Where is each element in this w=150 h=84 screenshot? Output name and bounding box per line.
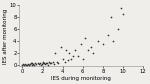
Point — [37, 63, 40, 65]
Point — [35, 63, 38, 65]
Point — [28, 64, 31, 65]
Point — [66, 59, 69, 61]
Point — [59, 46, 62, 48]
Point — [102, 43, 104, 45]
Point — [23, 64, 26, 65]
Point — [112, 40, 114, 42]
Point — [31, 64, 34, 65]
Point — [68, 52, 70, 53]
Point — [84, 37, 86, 39]
Point — [97, 40, 99, 42]
Point — [29, 63, 32, 65]
Point — [44, 62, 47, 64]
Point — [48, 63, 51, 64]
Point — [63, 61, 66, 62]
Point — [30, 63, 33, 64]
Point — [107, 34, 109, 36]
Point — [92, 52, 94, 53]
Point — [64, 49, 67, 50]
Point — [25, 64, 28, 65]
Point — [72, 55, 74, 56]
Point — [74, 49, 76, 50]
Point — [87, 49, 89, 50]
Point — [38, 63, 41, 64]
Point — [122, 14, 124, 15]
Point — [26, 64, 29, 65]
Point — [56, 62, 59, 64]
Point — [82, 58, 84, 59]
Point — [41, 61, 44, 62]
Point — [40, 63, 43, 65]
Point — [21, 64, 24, 65]
Point — [32, 63, 35, 65]
Point — [27, 63, 30, 65]
Point — [42, 63, 45, 64]
Point — [51, 61, 54, 62]
Point — [61, 58, 64, 59]
X-axis label: IES during monitoring: IES during monitoring — [51, 76, 111, 81]
Point — [110, 17, 112, 18]
Point — [33, 64, 36, 65]
Point — [24, 63, 27, 65]
Point — [120, 8, 122, 9]
Y-axis label: IES after monitoring: IES after monitoring — [3, 8, 8, 64]
Point — [43, 63, 46, 65]
Point — [34, 63, 37, 64]
Point — [55, 61, 58, 62]
Point — [90, 46, 92, 48]
Point — [36, 62, 39, 64]
Point — [53, 52, 56, 53]
Point — [39, 64, 42, 65]
Point — [80, 43, 82, 45]
Point — [45, 63, 48, 64]
Point — [117, 28, 119, 30]
Point — [49, 62, 52, 64]
Point — [31, 63, 34, 64]
Point — [69, 58, 72, 59]
Point — [46, 64, 49, 65]
Point — [52, 63, 55, 65]
Point — [47, 62, 50, 63]
Point — [22, 63, 25, 65]
Point — [41, 62, 44, 64]
Point — [76, 55, 79, 56]
